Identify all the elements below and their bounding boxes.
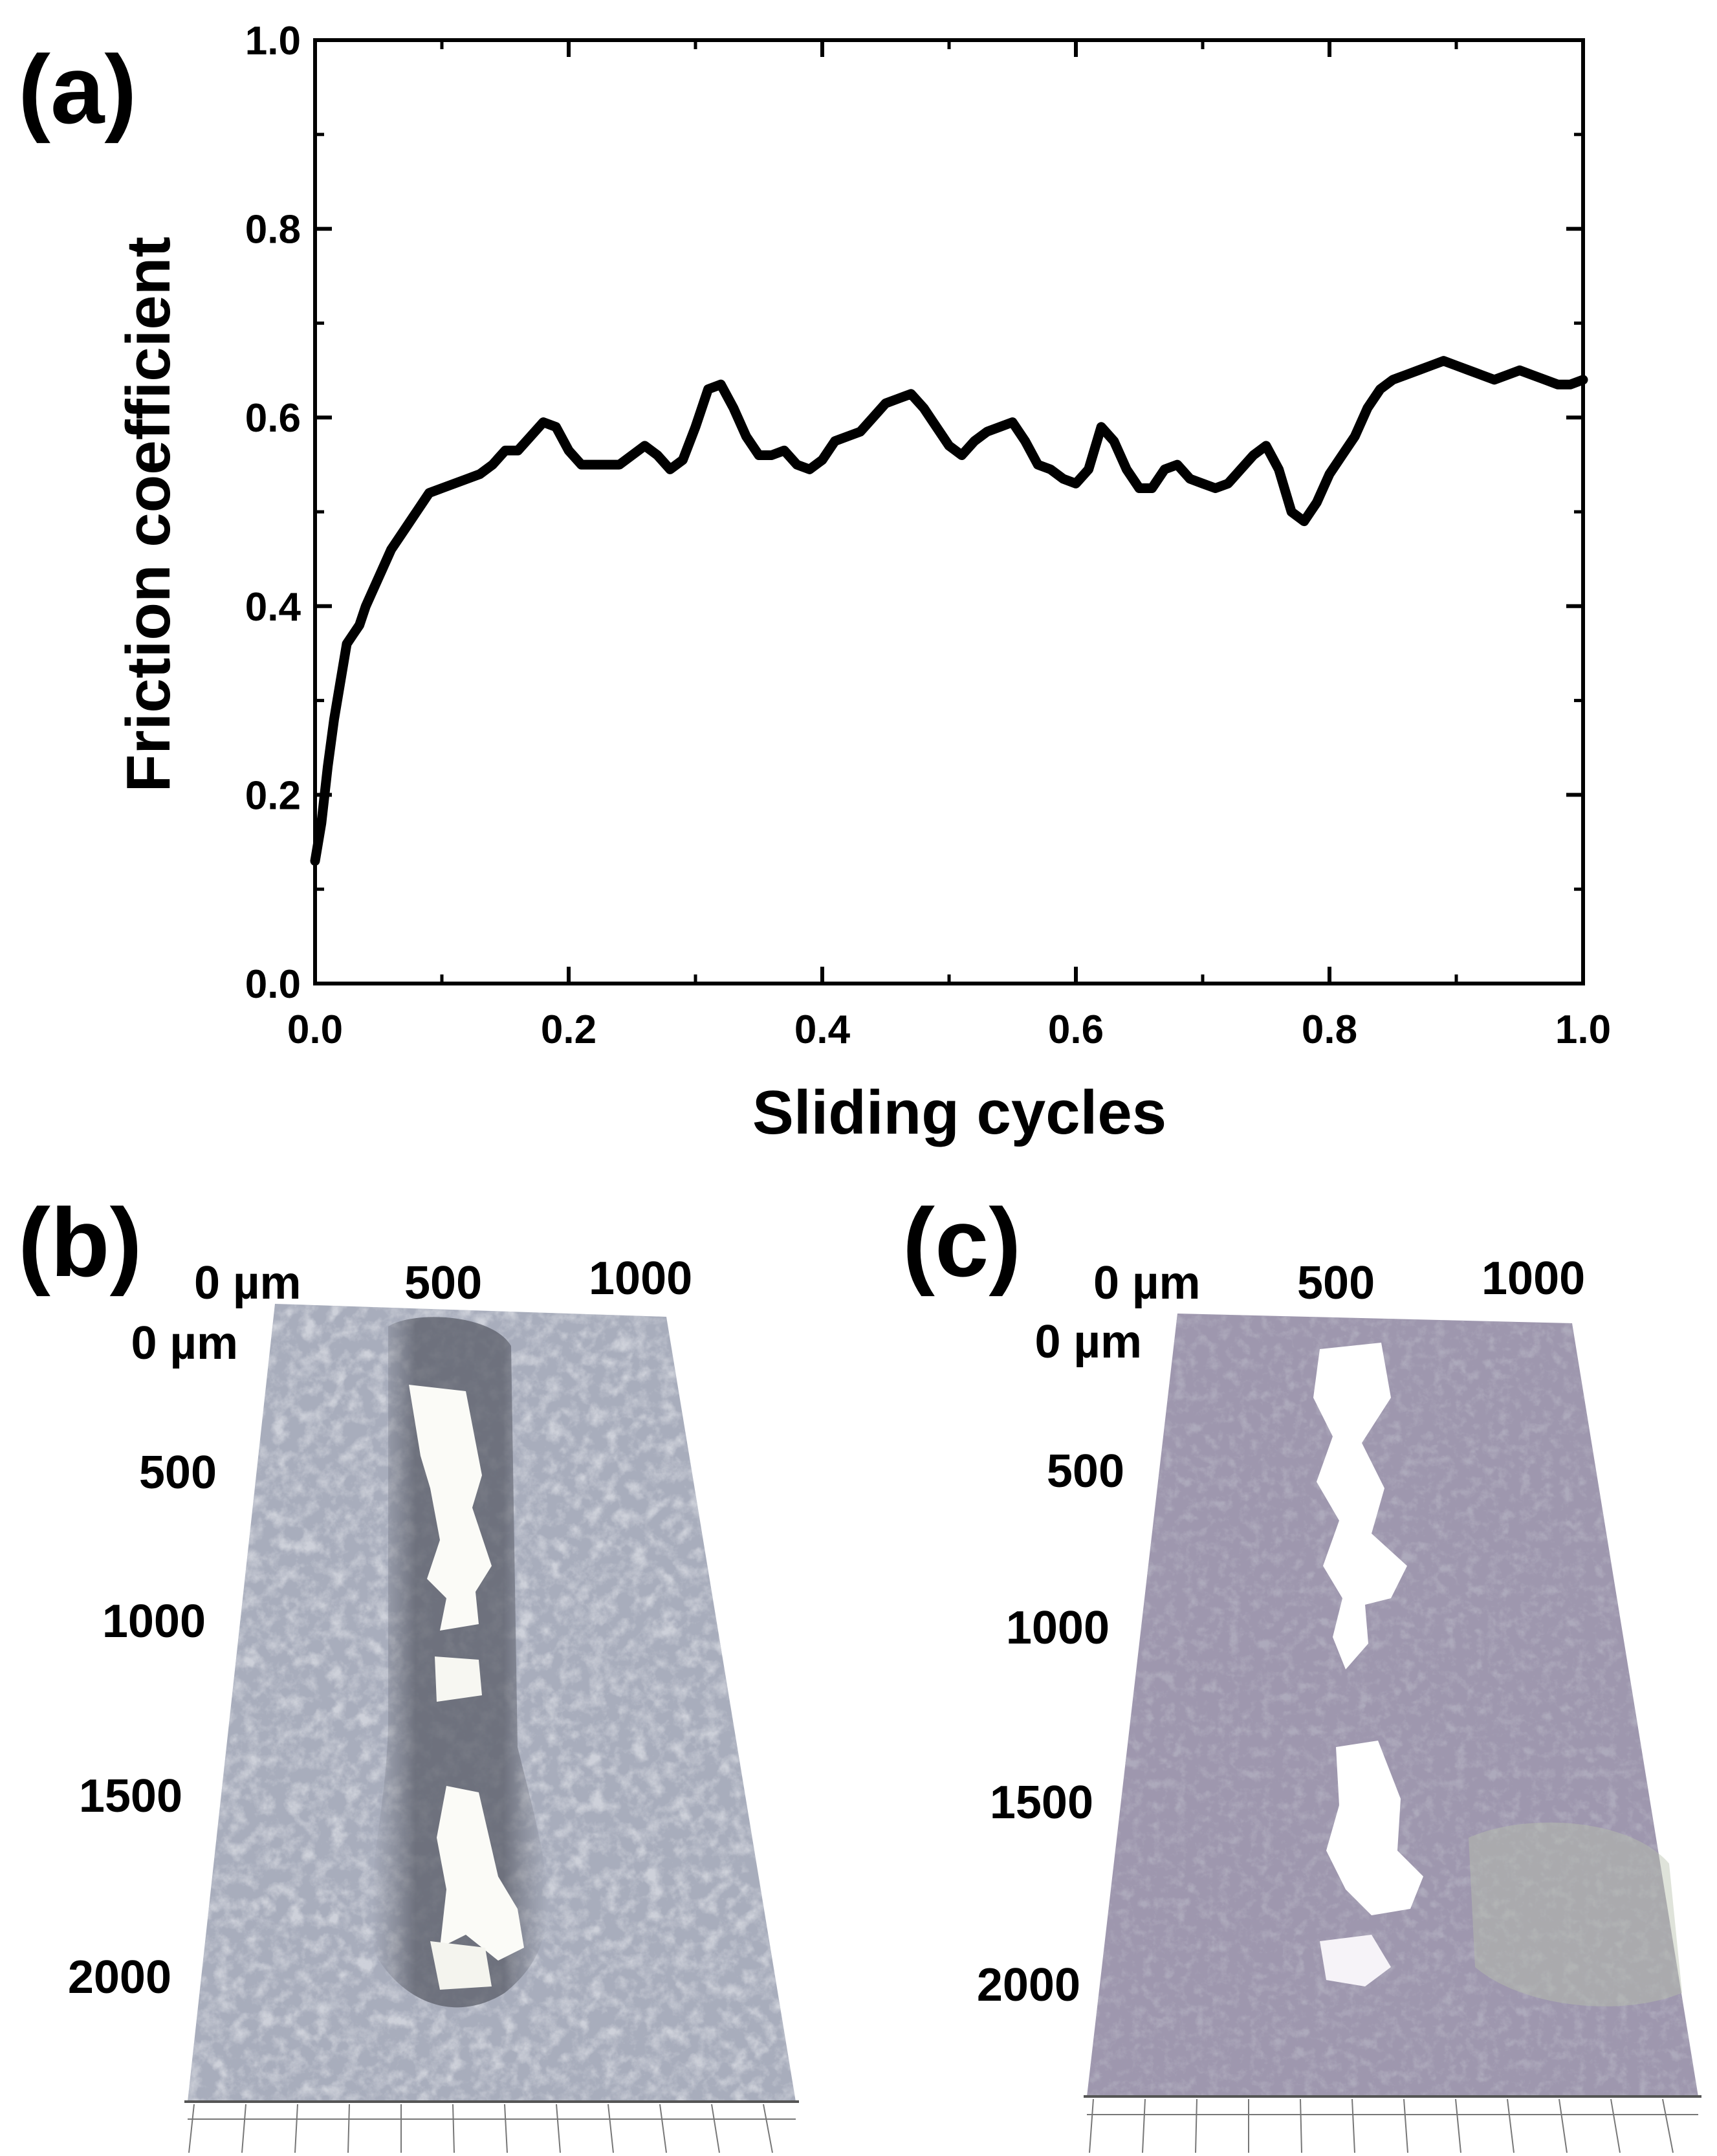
wear-scar-b-4 — [430, 1941, 492, 1990]
series-line-friction-coefficient — [310, 356, 1588, 866]
micrograph-c-y-label-500: 500 — [1047, 1446, 1124, 1497]
micrograph-b-y-label-2000: 2000 — [68, 1952, 171, 2003]
x-tick-label: 0.2 — [541, 1007, 596, 1052]
y-tick-label: 0.4 — [245, 585, 301, 630]
micrograph-b-x-label-1000: 1000 — [589, 1253, 692, 1304]
panel-a-label: (a) — [18, 35, 137, 144]
micrograph-b-x-label-0: 0 µm — [194, 1257, 301, 1309]
greenish-patch-c — [1469, 1822, 1682, 2007]
micrograph-c-x-label-1000: 1000 — [1482, 1253, 1585, 1304]
x-axis-title: Sliding cycles — [752, 1078, 1166, 1147]
x-tick-label: 1.0 — [1555, 1007, 1611, 1052]
micrograph-c-y-label-0: 0 µm — [1034, 1316, 1142, 1368]
y-axis-ticks: 0.0 0.2 0.4 0.6 0.8 1.0 — [245, 19, 1583, 1007]
micrograph-c-y-label-1500: 1500 — [990, 1777, 1093, 1829]
micrograph-c-y-label-1000: 1000 — [1006, 1602, 1110, 1654]
y-tick-label: 0.6 — [245, 396, 301, 441]
wear-scar-c-3 — [1320, 1935, 1391, 1986]
panel-b-label: (b) — [18, 1188, 142, 1297]
y-tick-label: 1.0 — [245, 19, 301, 63]
y-tick-label: 0.8 — [245, 208, 301, 252]
x-tick-label: 0.8 — [1302, 1007, 1357, 1052]
x-axis-ticks: 0.0 0.2 0.4 0.6 0.8 1.0 — [287, 40, 1611, 1052]
micrograph-c-x-label-0: 0 µm — [1093, 1257, 1201, 1309]
x-tick-label: 0.4 — [794, 1007, 851, 1052]
wear-scar-c-2 — [1326, 1741, 1423, 1915]
plot-frame — [313, 38, 1585, 985]
wear-scar-b-3 — [437, 1786, 524, 1961]
micrograph-c-y-label-2000: 2000 — [977, 1959, 1080, 2011]
surface-c-texture — [1087, 1314, 1698, 2096]
wear-scar-b-2 — [435, 1656, 482, 1702]
x-tick-label: 0.0 — [287, 1007, 343, 1052]
micrograph-c-grid — [1087, 2098, 1698, 2153]
wear-scar-c-1 — [1313, 1343, 1407, 1669]
micrograph-b-y-label-1000: 1000 — [102, 1596, 206, 1647]
y-tick-label: 0.2 — [245, 773, 301, 818]
micrograph-b-y-label-1500: 1500 — [79, 1770, 182, 1822]
micrograph-b-y-label-0: 0 µm — [131, 1317, 238, 1369]
friction-chart: 0.0 0.2 0.4 0.6 0.8 1.0 0.0 0.2 0.4 0.6 0.8 1.0 Sl… — [114, 19, 1611, 1147]
micrograph-b: 0 µm 500 1000 0 µm 500 1000 1500 2000 — [68, 1253, 799, 2153]
micrograph-c: 0 µm 500 1000 0 µm 500 1000 1500 2000 — [977, 1253, 1701, 2153]
micrograph-b-x-label-500: 500 — [404, 1257, 482, 1309]
panel-c-label: (c) — [902, 1188, 1021, 1297]
y-tick-label: 0.0 — [245, 962, 301, 1007]
x-tick-label: 0.6 — [1048, 1007, 1104, 1052]
micrograph-b-grid — [188, 2104, 796, 2153]
micrograph-c-x-label-500: 500 — [1297, 1257, 1375, 1309]
wear-scar-b-1 — [409, 1385, 492, 1631]
y-axis-title: Friction coefficient — [114, 237, 183, 793]
micrograph-b-y-label-500: 500 — [139, 1447, 217, 1499]
